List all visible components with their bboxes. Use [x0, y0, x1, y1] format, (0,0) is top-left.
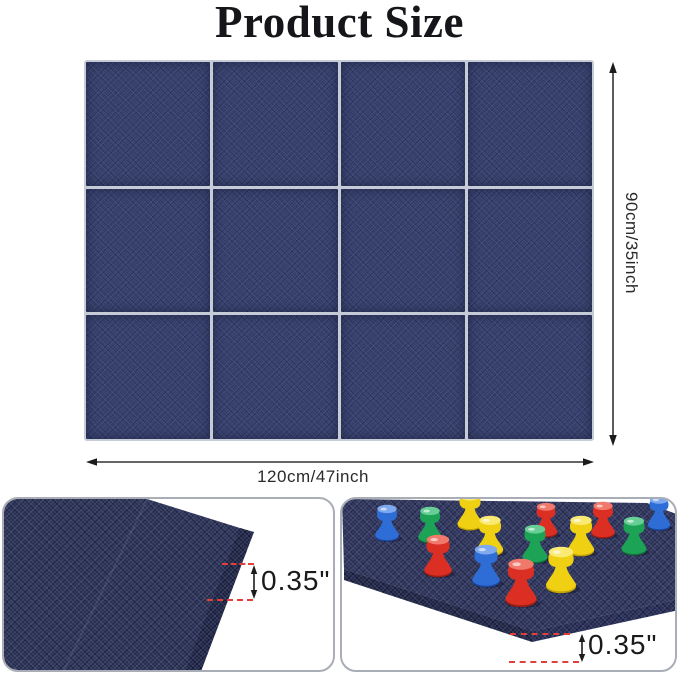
width-dimension-arrow: [86, 458, 594, 466]
felt-tile: [213, 62, 338, 186]
felt-tile: [340, 62, 465, 186]
thickness-dash-top: [222, 563, 254, 565]
push-pin-yellow: [567, 515, 598, 557]
push-pin-green: [621, 516, 650, 556]
thickness-dash-bottom: [207, 599, 253, 601]
push-pin-blue: [375, 504, 403, 543]
felt-tile: [467, 315, 592, 439]
push-pin-yellow: [546, 546, 581, 594]
felt-tile-grid: [84, 60, 594, 441]
felt-tile: [86, 315, 211, 439]
felt-tile: [340, 188, 465, 313]
felt-tile: [340, 315, 465, 439]
thickness-label: 0.35": [261, 565, 331, 596]
push-pin-blue: [647, 499, 674, 532]
push-pin-red: [424, 534, 456, 578]
page-title: Product Size: [215, 0, 464, 47]
thickness-dash-top: [510, 633, 570, 635]
push-pin-blue: [472, 544, 504, 588]
felt-tile: [86, 62, 211, 186]
felt-tile: [467, 62, 592, 186]
closeup-felt-thickness-photo: 0.35": [2, 497, 335, 672]
felt-tile: [213, 315, 338, 439]
thickness-label: 0.35": [588, 629, 658, 660]
push-pin-red: [591, 501, 619, 540]
height-dimension-label: 90cm/35inch: [622, 192, 641, 294]
thickness-arrow: [250, 565, 258, 599]
push-pin-red: [505, 558, 541, 608]
felt-tile: [467, 188, 592, 313]
felt-tile: [213, 188, 338, 313]
closeup-push-pins-photo: 0.35": [340, 497, 677, 672]
push-pin-yellow: [457, 499, 486, 531]
felt-tile: [86, 188, 211, 313]
height-dimension-arrow: [609, 62, 617, 446]
width-dimension-label: 120cm/47inch: [257, 467, 369, 486]
push-pins-layer: [375, 499, 674, 608]
thickness-arrow: [578, 634, 586, 662]
thickness-dash-bottom: [509, 661, 579, 663]
